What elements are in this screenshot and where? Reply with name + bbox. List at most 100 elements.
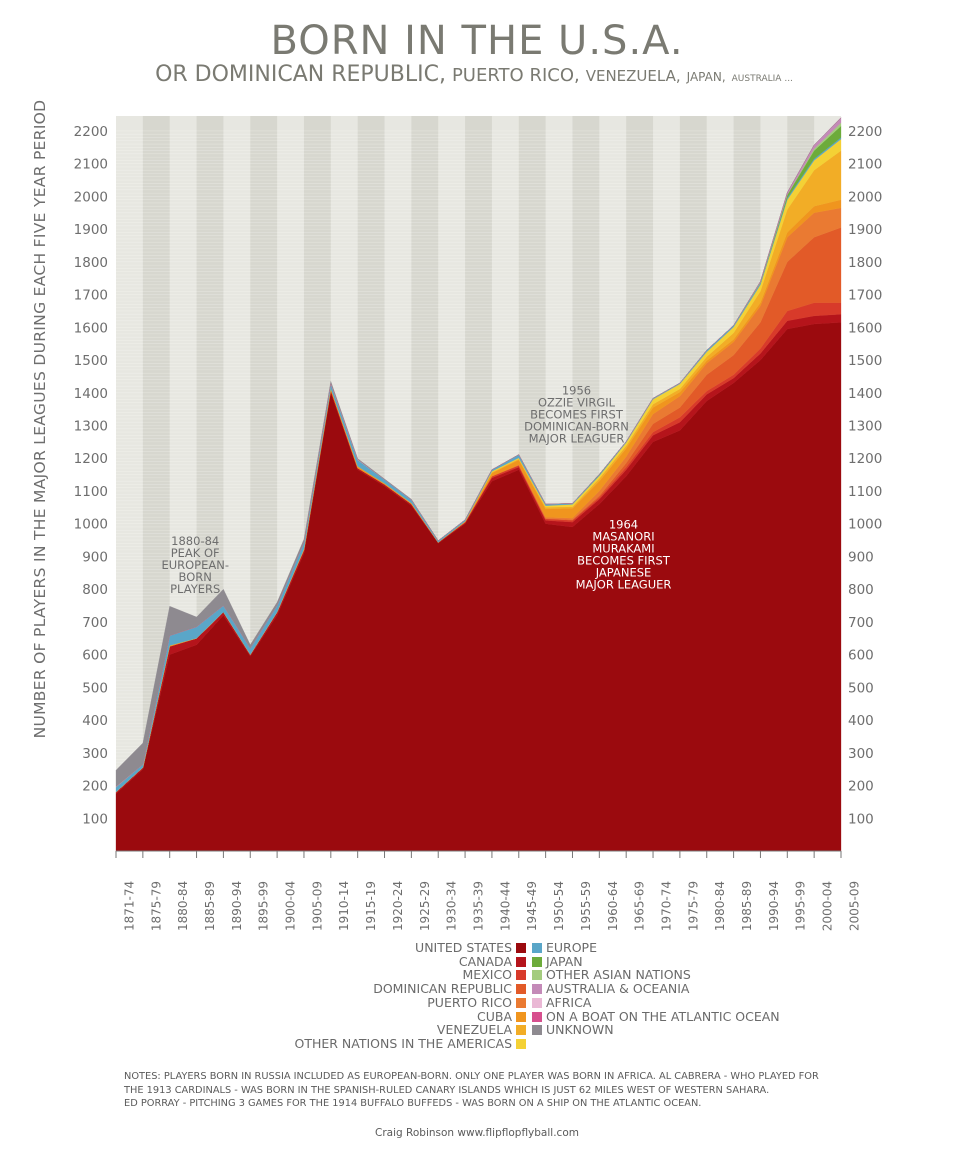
y-tick-label-left: 2200 [74,124,108,140]
y-tick-label-right: 800 [848,582,874,598]
y-tick-label-left: 700 [82,615,108,631]
annotation: 1956 OZZIE VIRGIL BECOMES FIRST DOMINICAN-B… [524,383,629,445]
x-tick-label: 1875-79 [149,881,163,931]
y-tick-label-left: 2100 [74,157,108,173]
legend-item: CANADA [459,954,526,969]
y-tick-label-left: 100 [82,811,108,827]
legend-item: MEXICO [463,967,526,982]
y-tick-label-left: 1700 [74,288,108,304]
y-tick-label-left: 1100 [74,484,108,500]
legend-item: EUROPE [532,940,597,955]
y-tick-label-left: 300 [82,746,108,762]
credit: Craig Robinson www.flipflopflyball.com [375,1127,579,1139]
legend-item: OTHER ASIAN NATIONS [532,967,691,982]
legend-item: AUSTRALIA & OCEANIA [532,981,689,996]
x-tick-label: 1910-14 [337,881,351,931]
y-tick-label-left: 1800 [74,255,108,271]
x-tick-label: 1890-94 [230,881,244,931]
legend-swatch [532,970,542,981]
legend-item: PUERTO RICO [427,995,526,1010]
annotation-line: BECOMES FIRST [577,554,671,568]
legend-label: OTHER ASIAN NATIONS [542,967,691,983]
y-tick-label-right: 1500 [848,353,882,369]
legend-label: CANADA [458,953,516,969]
y-tick-label-left: 1900 [74,222,108,238]
legend-label: OTHER NATIONS IN THE AMERICAS [294,1035,516,1051]
x-tick-label: 1935-39 [472,881,486,931]
legend-item: CUBA [477,1009,526,1024]
annotation-line: EUROPEAN- [161,558,229,572]
y-tick-label-left: 1400 [74,386,108,402]
x-tick-label: 1995-99 [794,881,808,931]
legend-item: JAPAN [532,954,583,969]
y-tick-label-left: 1600 [74,320,108,336]
legend-swatch [516,956,526,967]
notes: NOTES: PLAYERS BORN IN RUSSIA INCLUDED A… [124,1070,844,1111]
x-tick-label: 1990-94 [767,881,781,931]
subtitle-part: VENEZUELA, [585,67,681,85]
legend-swatch [532,984,542,995]
legend-item: UNKNOWN [532,1022,614,1037]
annotation-line: 1880-84 [171,534,219,548]
x-tick-label: 1945-49 [525,881,539,931]
y-tick-label-left: 500 [82,680,108,696]
y-tick-label-right: 400 [848,713,874,729]
legend-label: VENEZUELA [436,1022,516,1038]
legend-label: UNITED STATES [415,940,516,955]
subtitle-part: AUSTRALIA ... [731,74,793,84]
y-axis-label: NUMBER OF PLAYERS IN THE MAJOR LEAGUES D… [31,99,49,739]
x-tick-label: 1940-44 [498,881,512,931]
legend-swatch [516,1025,526,1036]
y-tick-label-right: 900 [848,549,874,565]
chart-title: BORN IN THE U.S.A. [270,18,684,64]
y-tick-label-right: 2100 [848,157,882,173]
y-tick-label-right: 100 [848,811,874,827]
x-tick-label: 1895-99 [257,881,271,931]
legend-swatch [532,997,542,1008]
y-tick-label-right: 700 [848,615,874,631]
y-tick-label-left: 200 [82,779,108,795]
subtitle-part: JAPAN, [686,70,726,84]
legend-item: DOMINICAN REPUBLIC [373,981,526,996]
legend-label: DOMINICAN REPUBLIC [373,981,516,997]
y-tick-label-right: 1200 [848,451,882,467]
notes-line: NOTES: PLAYERS BORN IN RUSSIA INCLUDED A… [124,1071,819,1082]
legend-item: AFRICA [532,995,591,1010]
y-tick-label-right: 300 [848,746,874,762]
x-tick-label: 1915-19 [364,881,378,931]
legend-label: CUBA [477,1008,516,1024]
y-tick-label-right: 1700 [848,288,882,304]
annotation-line: MAJOR LEAGUER [529,431,625,445]
y-tick-label-left: 600 [82,648,108,664]
annotation-line: BORN [179,570,212,584]
y-tick-label-right: 1800 [848,255,882,271]
x-tick-label: 1950-54 [552,881,566,931]
annotation-line: MURAKAMI [592,542,654,556]
x-tick-label: 1930-34 [445,881,459,931]
legend-swatch [516,943,526,953]
x-tick-label: 1885-89 [203,881,217,931]
y-tick-label-right: 1600 [848,320,882,336]
annotation-line: PEAK OF [171,546,220,560]
annotation-line: 1956 [562,383,591,397]
area-chart: 100 100 200 200 300 300 400 400 500 500 600 600 700 7… [74,116,882,931]
legend-swatch [516,1011,526,1022]
legend-label: JAPAN [542,953,583,969]
x-tick-label: 1900-04 [284,881,298,931]
x-tick-label: 1880-84 [176,881,190,931]
y-tick-label-left: 2000 [74,189,108,205]
legend-swatch [532,943,542,953]
chart-subtitle: OR DOMINICAN REPUBLIC, PUERTO RICO, VENEZU… [0,60,954,94]
y-tick-label-right: 1000 [848,517,882,533]
legend-swatch [516,1038,526,1049]
x-tick-label: 1975-79 [686,881,700,931]
x-tick-label: 1925-29 [418,881,432,931]
x-tick-label: 2005-09 [847,881,861,931]
x-tick-label: 1965-69 [633,881,647,931]
legend-item: VENEZUELA [437,1022,526,1037]
legend-label: AFRICA [542,994,592,1010]
subtitle-part: OR DOMINICAN REPUBLIC, [155,62,446,87]
notes-line: ED PORRAY - PITCHING 3 GAMES FOR THE 191… [124,1098,702,1109]
annotation: 1880-84 PEAK OF EUROPEAN-BORN PLAYERS [161,534,229,596]
x-tick-label: 1970-74 [660,881,674,931]
